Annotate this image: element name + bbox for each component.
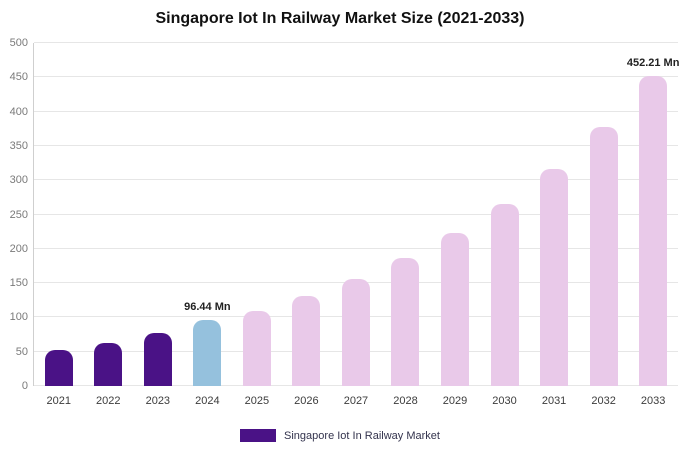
bar-group: 2028: [381, 43, 431, 407]
bar-group: 2031: [529, 43, 579, 407]
gridline: [34, 179, 678, 181]
x-axis-label: 2029: [442, 395, 468, 407]
x-axis-label: 2027: [343, 395, 369, 407]
bar-group: 2026: [282, 43, 332, 407]
bar-group: 2025: [232, 43, 282, 407]
x-axis-label: 2030: [492, 395, 517, 407]
bar-2021: [44, 350, 73, 386]
x-axis-label: 2033: [640, 395, 666, 407]
bar-2025: [242, 310, 271, 386]
y-tick-label: 0: [21, 380, 28, 392]
bar-2027: [341, 278, 370, 386]
y-tick-label: 200: [9, 242, 28, 255]
bar-2024: [193, 319, 222, 386]
x-axis-label: 2031: [541, 395, 567, 407]
bar-2033: [639, 75, 668, 386]
gridline: [34, 144, 678, 146]
bar-group: 2021: [34, 43, 84, 407]
y-tick-label: 100: [9, 311, 28, 324]
value-label: 96.44 Mn: [184, 300, 231, 313]
bar-2030: [490, 203, 519, 386]
y-tick-label: 400: [9, 105, 28, 118]
value-label: 452.21 Mn: [626, 56, 680, 69]
bar-group: 2030: [480, 43, 530, 407]
gridline: [34, 42, 678, 43]
legend-swatch: [240, 429, 277, 442]
y-tick-label: 300: [9, 174, 28, 187]
y-tick-label: 500: [9, 37, 28, 49]
y-tick-label: 50: [15, 345, 28, 358]
bar-group: 2032: [579, 43, 629, 407]
x-axis-label: 2025: [244, 395, 270, 407]
legend: Singapore Iot In Railway Market: [0, 429, 680, 442]
x-axis-label: 2022: [96, 395, 121, 407]
y-tick-label: 450: [9, 71, 28, 84]
bar-group: 2033 452.21 Mn: [626, 43, 680, 407]
gridline: [34, 76, 678, 78]
bar-2022: [94, 343, 123, 386]
x-axis-label: 2028: [393, 395, 418, 407]
x-axis-label: 2024: [195, 395, 220, 407]
gridline: [34, 213, 678, 215]
bar-group: 2022: [84, 43, 134, 407]
bars: 2021 2022 2023 2024 96.44 Mn 2025 2026 2027 2028…: [34, 43, 680, 407]
bar-2032: [589, 127, 618, 386]
bar-2026: [292, 296, 321, 386]
bar-group: 2024 96.44 Mn: [183, 43, 233, 407]
y-tick-label: 250: [9, 208, 28, 221]
bar-group: 2027: [331, 43, 381, 407]
x-axis-label: 2023: [145, 395, 171, 407]
x-axis-label: 2032: [591, 395, 616, 407]
bar-2028: [391, 257, 420, 386]
x-axis-label: 2021: [46, 395, 71, 407]
gridline: [34, 110, 678, 112]
y-axis: 0 50 100 150 200 250 300 350 400 450 500: [0, 37, 28, 392]
y-tick-label: 150: [9, 277, 28, 290]
bar-2029: [441, 233, 470, 386]
bar-2031: [540, 169, 569, 386]
chart-title: Singapore Iot In Railway Market Size (20…: [155, 10, 525, 27]
x-axis-label: 2026: [294, 395, 319, 407]
gridline: [34, 247, 678, 249]
y-tick-label: 350: [9, 139, 28, 152]
bar-group: 2023: [133, 43, 183, 407]
bar-group: 2029: [430, 43, 480, 407]
bar-2023: [143, 333, 172, 386]
plot-area: 2021 2022 2023 2024 96.44 Mn 2025 2026 2027 2028…: [33, 42, 680, 407]
legend-label: Singapore Iot In Railway Market: [284, 429, 440, 442]
